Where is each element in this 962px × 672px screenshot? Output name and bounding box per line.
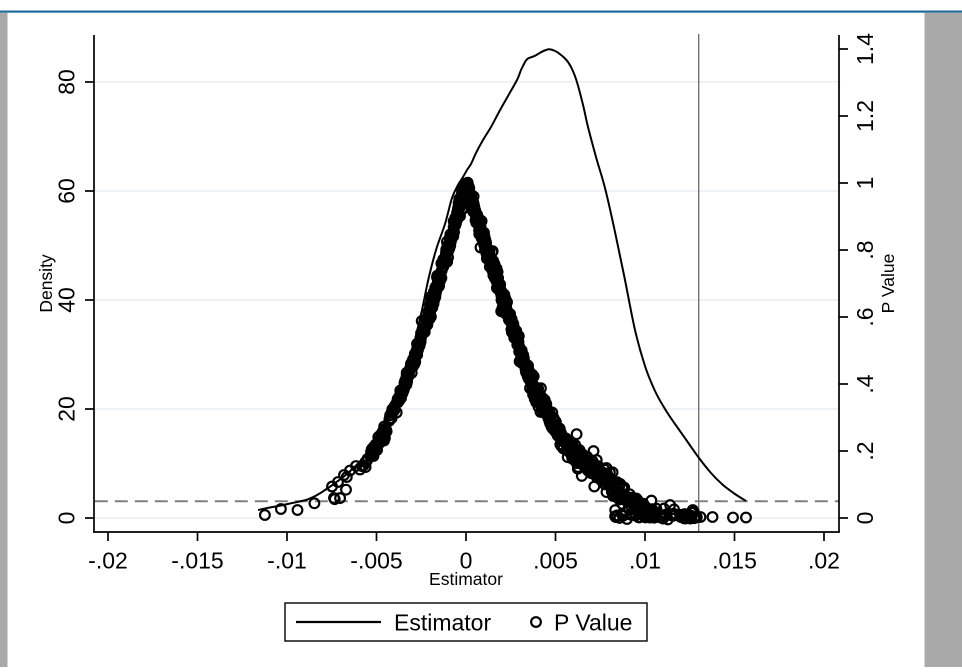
svg-text:.4: .4 [852, 374, 878, 393]
svg-text:P Value: P Value [554, 610, 632, 636]
svg-text:1.2: 1.2 [852, 100, 878, 132]
svg-text:Density: Density [36, 254, 56, 313]
svg-text:.6: .6 [852, 307, 878, 326]
svg-text:.015: .015 [712, 548, 757, 574]
svg-text:.2: .2 [852, 441, 878, 460]
svg-text:.02: .02 [808, 548, 840, 574]
svg-text:-.02: -.02 [88, 548, 128, 574]
svg-text:Estimator: Estimator [394, 610, 491, 636]
svg-text:0: 0 [852, 512, 878, 525]
svg-text:P Value: P Value [878, 254, 898, 314]
svg-text:Estimator: Estimator [429, 569, 503, 589]
svg-text:1.4: 1.4 [852, 33, 878, 65]
svg-text:.01: .01 [629, 548, 661, 574]
svg-text:20: 20 [54, 396, 80, 422]
svg-text:0: 0 [54, 512, 80, 525]
svg-text:80: 80 [54, 69, 80, 95]
svg-text:-.01: -.01 [267, 548, 307, 574]
svg-text:-.015: -.015 [171, 548, 223, 574]
svg-text:.8: .8 [852, 240, 878, 259]
svg-text:40: 40 [54, 287, 80, 313]
svg-text:1: 1 [852, 177, 878, 190]
svg-text:.005: .005 [533, 548, 578, 574]
svg-text:-.005: -.005 [350, 548, 402, 574]
svg-text:60: 60 [54, 178, 80, 204]
